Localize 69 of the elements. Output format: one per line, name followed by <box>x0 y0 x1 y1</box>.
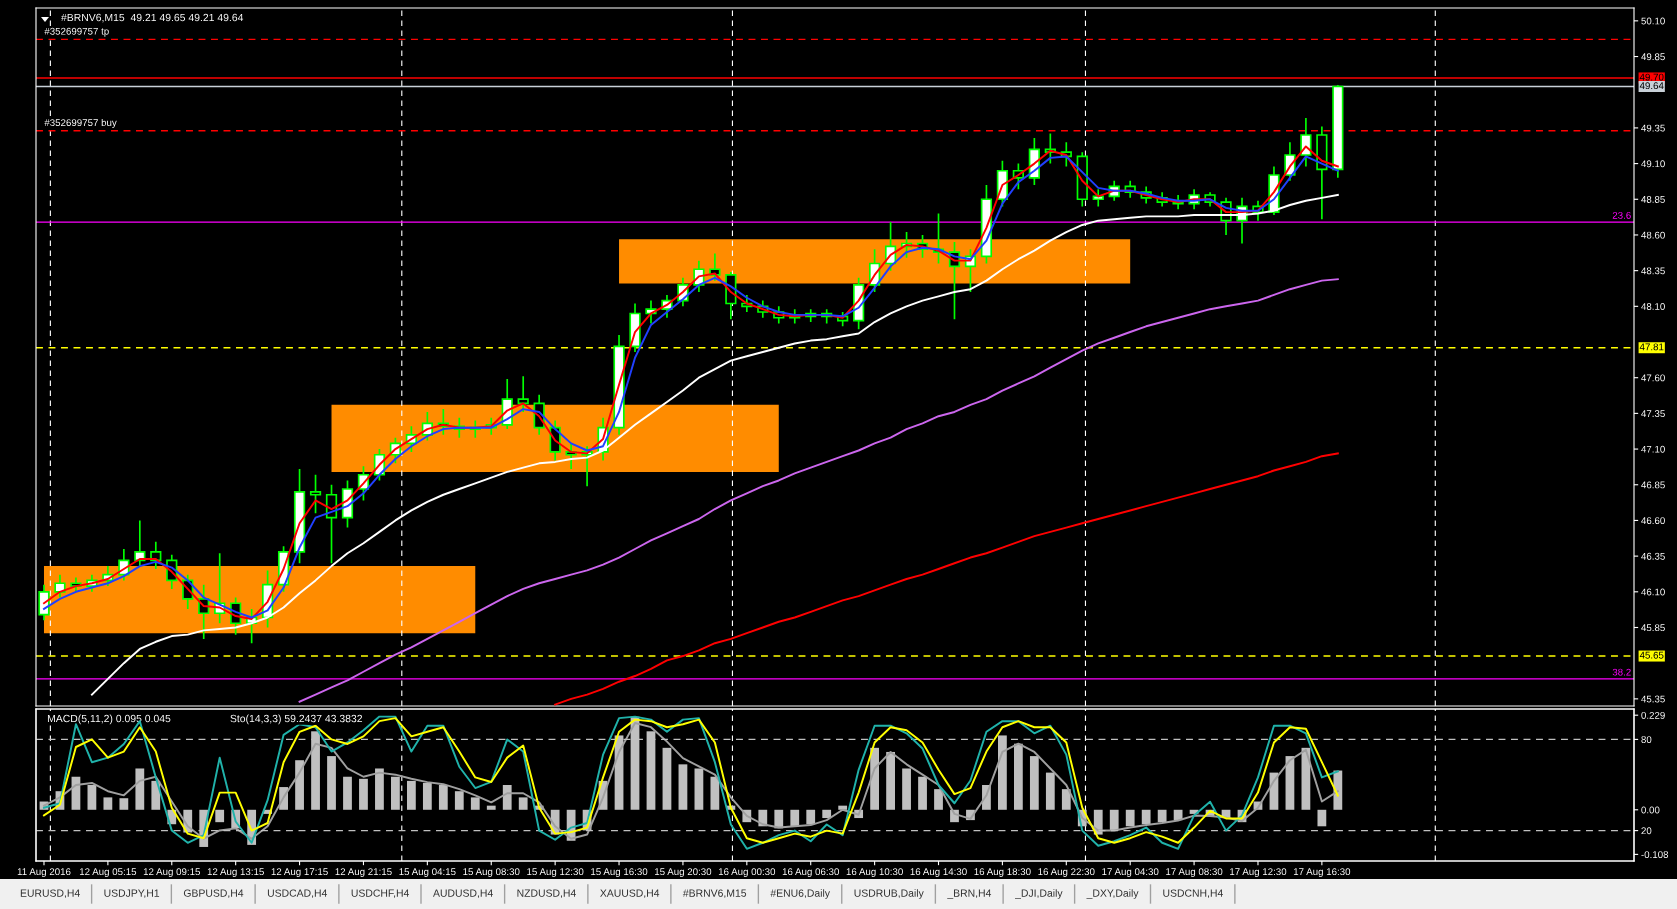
x-tick-label: 11 Aug 2016 <box>17 868 71 878</box>
y-tick-label: 47.10 <box>1641 445 1665 453</box>
x-tick-label: 17 Aug 08:30 <box>1166 868 1223 878</box>
x-tick-label: 15 Aug 04:15 <box>399 868 456 878</box>
x-tick-label: 12 Aug 13:15 <box>207 868 264 878</box>
y-tick-label: 48.10 <box>1641 303 1665 310</box>
text: #BRNV6,M15 <box>682 889 747 899</box>
x-tick-label: 16 Aug 06:30 <box>782 868 839 878</box>
ref-line-label: 47.81 <box>1639 343 1664 351</box>
text: _BRN,H4 <box>947 889 992 899</box>
text: USDCNH,H4 <box>1163 889 1223 899</box>
y-tick-label: 45.85 <box>1641 624 1665 632</box>
x-tick-label: 12 Aug 17:15 <box>271 868 328 878</box>
annotation: 23.6 <box>1612 211 1631 219</box>
annotation: 38.2 <box>1612 668 1631 676</box>
y-tick-label: 0.229 <box>1641 711 1665 719</box>
x-tick-label: 12 Aug 21:15 <box>335 868 392 878</box>
text: AUDUSD,H4 <box>433 889 493 899</box>
chart-title: Sto(14,3,3) 59.2437 43.3832 <box>230 714 363 725</box>
text: USDRUB,Daily <box>854 889 924 899</box>
chart-title: #BRNV6,M15 49.21 49.65 49.21 49.64 <box>61 13 244 23</box>
y-tick-label: 49.35 <box>1641 124 1665 132</box>
x-tick-label: 16 Aug 18:30 <box>974 868 1031 878</box>
x-tick-label: 15 Aug 20:30 <box>655 868 712 878</box>
y-tick-label: 47.60 <box>1641 374 1665 382</box>
y-tick-label: 46.35 <box>1641 552 1665 560</box>
x-tick-label: 16 Aug 00:30 <box>718 868 776 878</box>
text: _DXY,Daily <box>1086 889 1139 899</box>
text: EURUSD,H4 <box>20 889 80 899</box>
ref-line-label: 49.70 <box>1639 73 1664 81</box>
y-tick-label: 46.10 <box>1641 588 1665 596</box>
y-tick-label: 20 <box>1641 827 1652 835</box>
x-tick-label: 16 Aug 10:30 <box>846 868 903 878</box>
y-tick-label: 49.10 <box>1641 160 1665 168</box>
text: GBPUSD,H4 <box>183 889 244 899</box>
y-tick-label: 0.00 <box>1641 806 1660 814</box>
text: USDJPY,H1 <box>104 889 160 899</box>
x-tick-label: 16 Aug 22:30 <box>1038 868 1095 878</box>
x-tick-label: 12 Aug 09:15 <box>143 868 201 878</box>
chart-title: MACD(5,11,2) 0.095 0.045 <box>47 714 171 725</box>
y-tick-label: 48.85 <box>1641 196 1665 203</box>
text: USDCHF,H4 <box>351 889 410 899</box>
x-tick-label: 15 Aug 16:30 <box>591 868 648 878</box>
x-tick-label: 17 Aug 16:30 <box>1293 868 1351 878</box>
y-tick-label: 48.60 <box>1641 231 1665 239</box>
y-tick-label: 47.35 <box>1641 410 1665 417</box>
y-tick-label: 49.85 <box>1641 53 1665 61</box>
text: USDCAD,H4 <box>267 889 328 899</box>
x-tick-label: 15 Aug 08:30 <box>463 868 520 878</box>
y-tick-label: 45.35 <box>1641 695 1665 703</box>
y-tick-label: 46.85 <box>1641 481 1665 489</box>
x-tick-label: 17 Aug 04:30 <box>1102 868 1159 878</box>
text: XAUUSD,H4 <box>600 889 660 899</box>
ref-line-label: #352699757 tp <box>44 27 109 37</box>
ref-line-label: 49.64 <box>1639 82 1664 90</box>
text: #ENU6,Daily <box>770 889 830 899</box>
y-tick-label: 80 <box>1641 736 1652 744</box>
x-tick-label: 12 Aug 05:15 <box>79 868 137 878</box>
x-tick-label: 15 Aug 12:30 <box>527 868 584 878</box>
y-tick-label: 46.60 <box>1641 517 1665 525</box>
ref-line-label: 45.65 <box>1639 651 1664 659</box>
x-tick-label: 16 Aug 14:30 <box>910 868 967 878</box>
y-tick-label: 50.10 <box>1641 17 1665 25</box>
y-tick-label: 48.35 <box>1641 267 1665 275</box>
x-tick-label: 17 Aug 12:30 <box>1230 868 1287 878</box>
ref-line-label: #352699757 buy <box>44 118 117 128</box>
text: NZDUSD,H4 <box>517 889 576 899</box>
text: _DJI,Daily <box>1014 889 1063 899</box>
y-tick-label: -0.108 <box>1641 851 1669 859</box>
